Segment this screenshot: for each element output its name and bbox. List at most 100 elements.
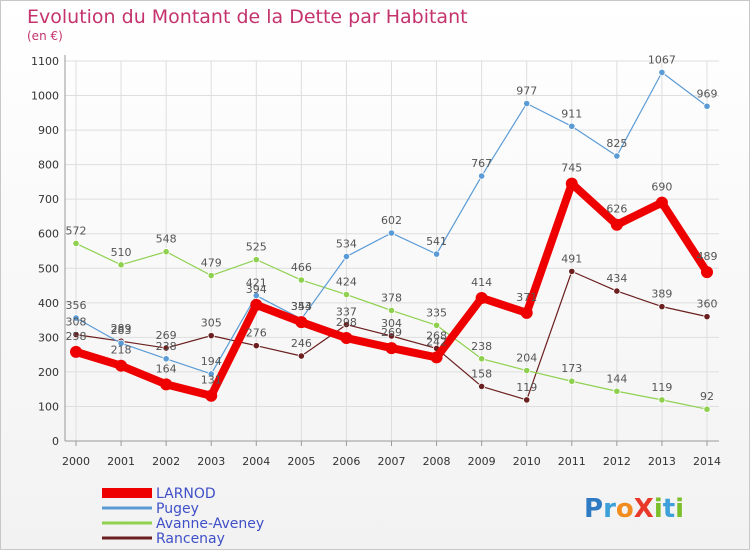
x-tick-label: 2010 — [513, 455, 541, 468]
data-label: 92 — [700, 390, 714, 403]
y-tick-label: 100 — [38, 400, 59, 413]
data-point — [385, 342, 398, 355]
data-point — [295, 316, 308, 329]
data-point — [432, 321, 441, 329]
data-point — [658, 68, 666, 77]
data-label: 268 — [426, 329, 447, 342]
legend-label: Pugey — [156, 501, 199, 517]
data-point — [117, 261, 125, 269]
data-label: 525 — [246, 241, 267, 254]
data-label: 131 — [201, 374, 222, 387]
data-point — [523, 366, 531, 375]
x-tick-label: 2000 — [62, 455, 90, 468]
data-point — [117, 339, 125, 347]
x-tick-label: 2008 — [423, 455, 451, 468]
data-label: 466 — [291, 261, 312, 274]
data-label: 356 — [66, 299, 87, 312]
y-tick-label: 600 — [38, 228, 59, 241]
data-point — [162, 248, 170, 256]
data-point — [701, 266, 713, 279]
data-point — [297, 276, 305, 284]
data-point — [478, 355, 486, 363]
legend-swatch — [102, 536, 152, 540]
y-tick-label: 700 — [38, 193, 59, 206]
data-label: 242 — [426, 335, 447, 348]
data-label: 626 — [606, 203, 627, 216]
data-label: 424 — [336, 276, 357, 289]
data-point — [568, 267, 576, 275]
data-label: 510 — [111, 246, 132, 259]
data-label: 767 — [471, 157, 492, 170]
data-point — [297, 352, 305, 360]
data-point — [430, 351, 443, 364]
data-label: 269 — [381, 326, 402, 339]
data-point — [568, 122, 576, 130]
data-point — [252, 342, 260, 350]
data-point — [72, 314, 80, 322]
data-label: 276 — [246, 327, 267, 340]
data-label: 371 — [516, 291, 537, 304]
data-point — [387, 306, 396, 315]
data-label: 548 — [156, 233, 177, 246]
data-point — [703, 405, 711, 413]
logo-letter: P — [584, 494, 603, 524]
data-point — [342, 290, 351, 299]
data-point — [340, 332, 353, 345]
data-point — [613, 152, 621, 160]
data-label: 745 — [561, 162, 582, 175]
data-label: 218 — [111, 344, 132, 357]
data-label: 238 — [156, 340, 177, 353]
data-point — [478, 172, 486, 180]
data-label: 246 — [291, 337, 312, 350]
logo-letter: X — [634, 494, 654, 524]
data-point — [250, 298, 263, 311]
data-point — [162, 355, 170, 363]
y-tick-label: 1000 — [31, 90, 59, 103]
data-label: 119 — [651, 381, 672, 394]
data-label: 394 — [246, 283, 267, 296]
y-tick-label: 900 — [38, 124, 59, 137]
data-label: 173 — [561, 362, 582, 375]
data-label: 164 — [156, 362, 177, 375]
data-point — [342, 252, 351, 261]
data-label: 378 — [381, 291, 402, 304]
data-label: 158 — [471, 367, 492, 380]
y-tick-label: 800 — [38, 159, 59, 172]
data-label: 353 — [291, 300, 312, 313]
legend-swatch — [102, 488, 152, 498]
x-tick-label: 2009 — [468, 455, 496, 468]
data-label: 414 — [471, 276, 492, 289]
axes: 0 100 200 300 400 500 600 700 800 900 1000 1100 2000… — [31, 55, 721, 468]
data-label: 479 — [201, 257, 222, 270]
data-point — [207, 370, 215, 378]
data-label: 572 — [66, 224, 87, 237]
logo-letter: o — [616, 494, 634, 524]
data-label: 344 — [291, 300, 312, 313]
data-point — [565, 177, 578, 190]
data-label: 534 — [336, 238, 357, 251]
data-label: 269 — [156, 329, 177, 342]
chart-title: Evolution du Montant de la Dette par Hab… — [27, 6, 468, 28]
data-point — [160, 378, 173, 391]
x-tick-label: 2014 — [693, 455, 721, 468]
data-point — [115, 359, 128, 372]
logo-letter: i — [675, 494, 684, 524]
y-tick-label: 0 — [52, 435, 59, 448]
data-label: 489 — [697, 250, 718, 263]
data-label: 119 — [516, 381, 537, 394]
data-point — [432, 250, 441, 258]
data-point — [658, 303, 666, 311]
x-tick-label: 2002 — [152, 455, 180, 468]
data-point — [475, 291, 488, 304]
legend-label: Rancenay — [156, 531, 225, 547]
legend-swatch — [102, 506, 152, 510]
data-label: 298 — [336, 316, 357, 329]
data-label: 360 — [697, 298, 718, 311]
data-point — [520, 306, 533, 319]
data-label: 308 — [66, 316, 87, 329]
data-label: 969 — [697, 87, 718, 100]
data-label: 825 — [606, 137, 627, 150]
data-label: 335 — [426, 306, 447, 319]
data-point — [568, 377, 576, 385]
